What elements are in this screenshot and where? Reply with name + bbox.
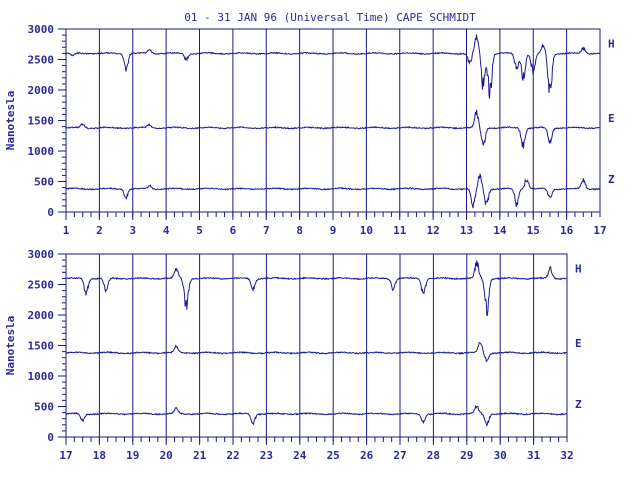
x-tick-label: 28: [427, 449, 440, 462]
y-tick-label: 2500: [28, 54, 55, 67]
x-tick-label: 15: [527, 224, 540, 237]
x-tick-label: 25: [327, 449, 340, 462]
panel-lower: 17 18 19 20 21 22 23 24 25 26 27 28 29 30 31 32 0 500 1000…: [4, 248, 582, 462]
x-tick-label: 1: [63, 224, 70, 237]
x-tick-label: 31: [527, 449, 541, 462]
x-tick-label: 8: [296, 224, 303, 237]
x-tick-label: 26: [360, 449, 374, 462]
x-tick-label: 13: [460, 224, 473, 237]
y-tick-label: 1000: [28, 145, 55, 158]
trace-E: [65, 109, 601, 149]
x-tick-label: 20: [160, 449, 173, 462]
x-tick-label: 27: [393, 449, 406, 462]
y-tick-label: 2500: [28, 279, 55, 292]
x-tick-label: 14: [493, 224, 507, 237]
trace-Z: [65, 172, 601, 209]
x-tick-label: 11: [393, 224, 407, 237]
x-tick-label: 18: [93, 449, 106, 462]
x-tick-label: 23: [260, 449, 273, 462]
x-tick-label: 12: [427, 224, 440, 237]
y-tick-label: 1500: [28, 340, 55, 353]
y-axis-label: Nanotesla: [4, 316, 17, 376]
x-tick-label: 29: [460, 449, 473, 462]
x-tick-label: 32: [560, 449, 573, 462]
x-tick-label: 7: [263, 224, 270, 237]
component-label-E: E: [575, 337, 582, 350]
x-tick-label: 16: [560, 224, 574, 237]
x-tick-label: 24: [293, 449, 307, 462]
y-tick-label: 500: [34, 401, 54, 414]
x-tick-label: 17: [593, 224, 606, 237]
y-tick-label: 2000: [28, 84, 55, 97]
panel-upper: 1 2 3 4 5 6 7 8 9 10 11 12 13 14 15 16 17050010001500200…: [4, 23, 615, 237]
x-tick-label: 6: [230, 224, 237, 237]
x-tick-label: 19: [126, 449, 139, 462]
y-tick-label: 0: [47, 206, 54, 219]
y-tick-label: 500: [34, 176, 54, 189]
x-tick-label: 17: [59, 449, 72, 462]
component-label-H: H: [608, 37, 615, 50]
component-label-E: E: [608, 112, 615, 125]
component-label-Z: Z: [575, 398, 582, 411]
x-tick-label: 10: [360, 224, 373, 237]
x-tick-label: 21: [193, 449, 207, 462]
trace-H: [65, 34, 601, 99]
y-tick-label: 1000: [28, 370, 55, 383]
y-tick-label: 2000: [28, 309, 55, 322]
panels-group: 1 2 3 4 5 6 7 8 9 10 11 12 13 14 15 16 17050010001500200…: [4, 23, 615, 462]
x-tick-label: 2: [96, 224, 103, 237]
x-tick-label: 30: [494, 449, 507, 462]
component-label-Z: Z: [608, 173, 615, 186]
x-tick-label: 22: [226, 449, 239, 462]
panel-frame: [65, 253, 568, 438]
y-tick-label: 3000: [28, 23, 55, 36]
chart-title: 01 - 31 JAN 96 (Universal Time) CAPE SCH…: [184, 11, 476, 24]
y-axis-label: Nanotesla: [4, 91, 17, 151]
y-tick-label: 0: [47, 431, 54, 444]
y-tick-label: 1500: [28, 115, 55, 128]
y-tick-label: 3000: [28, 248, 55, 261]
x-tick-label: 4: [163, 224, 170, 237]
x-tick-label: 5: [196, 224, 203, 237]
x-tick-label: 3: [129, 224, 136, 237]
x-tick-label: 9: [330, 224, 337, 237]
trace-Z: [65, 404, 568, 428]
component-label-H: H: [575, 262, 582, 275]
trace-H: [65, 260, 568, 316]
trace-E: [65, 342, 568, 363]
